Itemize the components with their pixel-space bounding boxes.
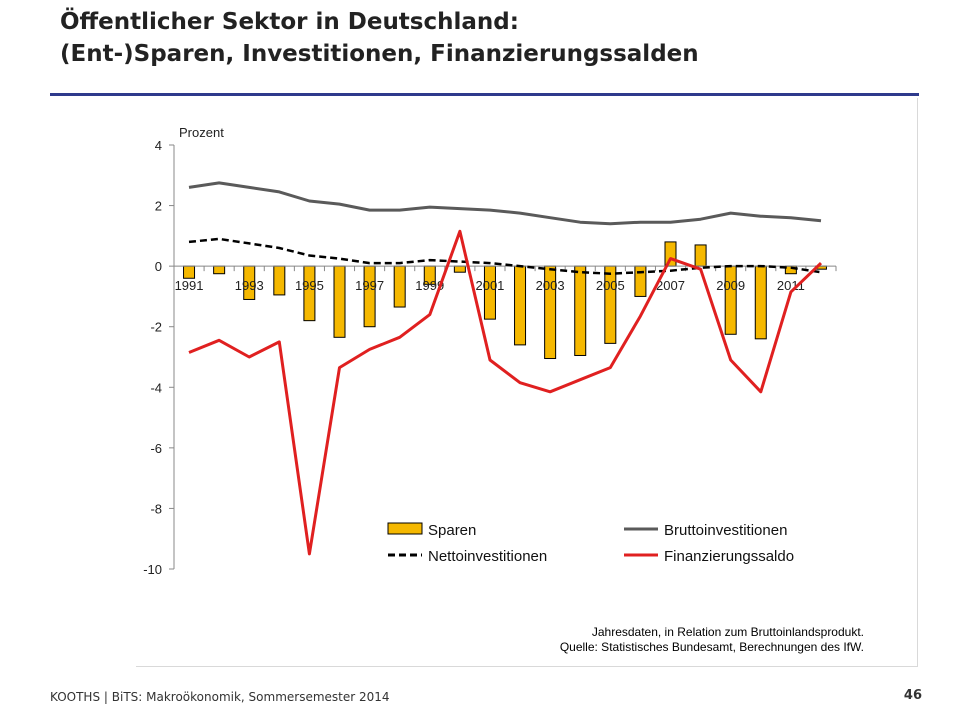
bar-sparen bbox=[724, 265, 737, 335]
title-rule bbox=[50, 93, 919, 96]
series-line-bruttoinvestitionen bbox=[188, 181, 822, 226]
x-tick-label: 1997 bbox=[355, 278, 384, 293]
x-tick-label: 1993 bbox=[235, 278, 264, 293]
bar-sparen bbox=[213, 265, 226, 275]
x-tick-label: 2001 bbox=[475, 278, 504, 293]
x-tick-label: 2011 bbox=[777, 278, 805, 293]
bar-sparen bbox=[574, 265, 587, 356]
legend-label: Bruttoinvestitionen bbox=[664, 522, 787, 539]
y-axis-label: Prozent bbox=[179, 125, 224, 140]
bar-sparen bbox=[694, 244, 707, 267]
bar-sparen bbox=[393, 265, 406, 308]
y-tick-label: -10 bbox=[143, 562, 162, 577]
bar-sparen bbox=[453, 265, 466, 273]
series-line-nettoinvestitionen bbox=[188, 237, 822, 275]
chart-frame: 4 2 0 -2 -4 -6 -8 -10 Prozent 1991 1993 1995 1997 199… bbox=[136, 98, 918, 667]
bar-sparen bbox=[333, 265, 346, 338]
source-line1: Jahresdaten, in Relation zum Bruttoinlan… bbox=[591, 625, 864, 639]
slide-title: Öffentlicher Sektor in Deutschland: (Ent… bbox=[60, 6, 920, 70]
series-line-finanzierungssaldo bbox=[188, 229, 823, 556]
chart: 4 2 0 -2 -4 -6 -8 -10 Prozent 1991 1993 1995 1997 199… bbox=[143, 125, 837, 577]
legend-label: Sparen bbox=[428, 522, 476, 539]
y-tick-label: -2 bbox=[150, 320, 162, 335]
bar-sparen bbox=[303, 265, 316, 322]
bar-sparen bbox=[754, 265, 767, 340]
x-tick-label: 1999 bbox=[415, 278, 444, 293]
x-tick-label: 2009 bbox=[716, 278, 745, 293]
source-line2: Quelle: Statistisches Bundesamt, Berechn… bbox=[559, 640, 864, 654]
x-tick-label: 2003 bbox=[536, 278, 565, 293]
bar-sparen bbox=[363, 265, 376, 328]
bar-sparen bbox=[273, 265, 286, 296]
legend-swatch-sparen bbox=[387, 522, 423, 535]
legend-label: Finanzierungssaldo bbox=[664, 548, 794, 565]
y-tick-label: -4 bbox=[150, 380, 162, 395]
page-number: 46 bbox=[903, 688, 922, 703]
y-tick-label: -6 bbox=[150, 441, 162, 456]
y-tick-label: -8 bbox=[150, 501, 162, 516]
legend-label: Nettoinvestitionen bbox=[428, 548, 547, 565]
source-note: Jahresdaten, in Relation zum Bruttoinlan… bbox=[520, 625, 864, 655]
y-tick-label: 2 bbox=[155, 199, 162, 214]
slide-title-line1: Öffentlicher Sektor in Deutschland: bbox=[60, 9, 519, 35]
bar-sparen bbox=[183, 265, 196, 279]
x-tick-label: 2005 bbox=[596, 278, 625, 293]
footer-course: KOOTHS | BiTS: Makroökonomik, Sommerseme… bbox=[50, 690, 390, 704]
bar-sparen bbox=[664, 241, 677, 267]
bar-sparen bbox=[514, 265, 527, 346]
y-tick-label: 0 bbox=[155, 259, 162, 274]
slide-title-line2: (Ent-)Sparen, Investitionen, Finanzierun… bbox=[60, 41, 699, 67]
y-tick-label: 4 bbox=[155, 138, 162, 153]
x-tick-label: 1991 bbox=[175, 278, 204, 293]
x-tick-label: 1995 bbox=[295, 278, 324, 293]
bar-sparen bbox=[634, 265, 647, 297]
x-tick-label: 2007 bbox=[656, 278, 685, 293]
legend: Sparen Bruttoinvestitionen Nettoinvestitio… bbox=[387, 522, 794, 565]
